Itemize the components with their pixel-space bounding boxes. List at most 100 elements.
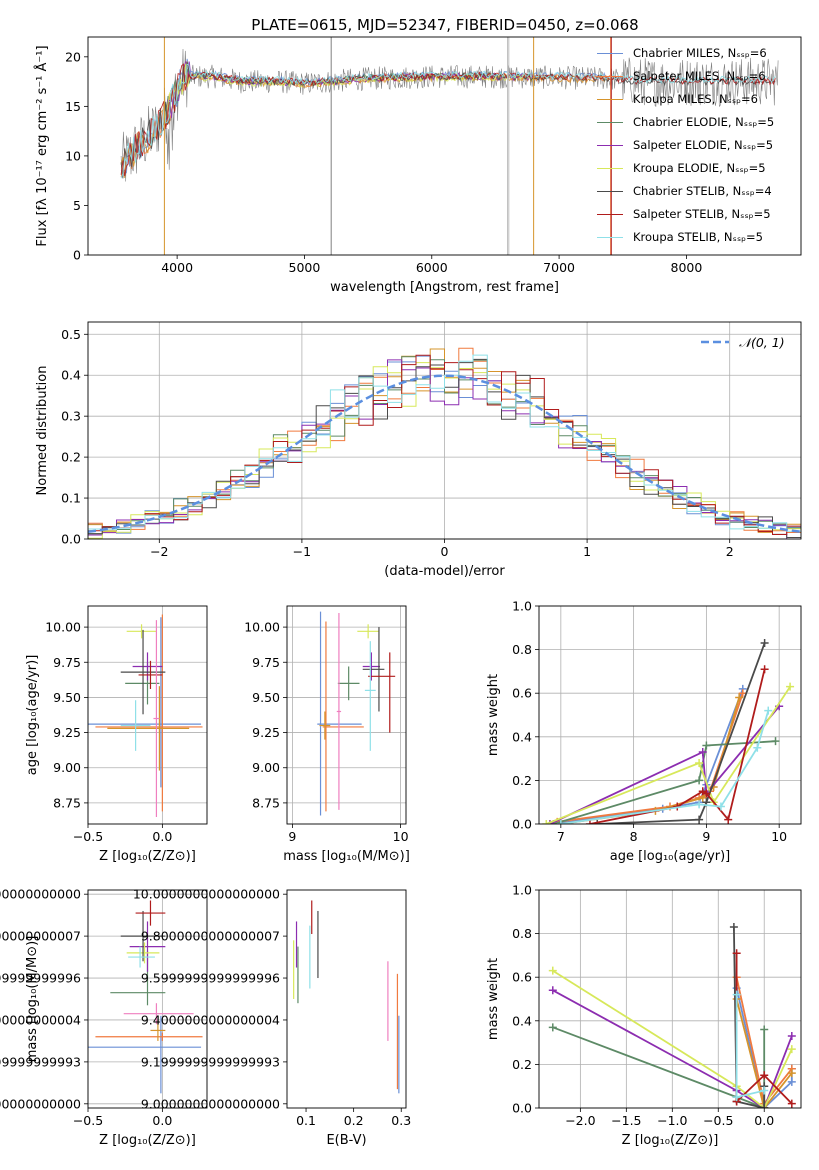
y-axis-label: Flux [fλ 10⁻¹⁷ erg cm⁻² s⁻¹ Å⁻¹]	[34, 45, 50, 246]
y-tick-label: 0.8	[512, 926, 532, 941]
errorbar-point	[128, 946, 155, 968]
panel-mass_vs_ebv: 0.1 0.2 0.3 9.0000000000000000 9.19999999999…	[133, 887, 411, 1148]
weight-marker	[753, 743, 762, 752]
y-tick-label: 10.0000000000000000	[133, 887, 280, 902]
y-tick-label: 5	[73, 198, 81, 213]
legend: 𝒩(0, 1)	[701, 335, 785, 350]
panel-residuals: −2 −1 0 1 2 0.0 0.1 0.2 0.3 0.4 0.5 (data-model)/er…	[35, 321, 802, 579]
weight-marker	[732, 949, 741, 958]
errorbar-point	[129, 921, 166, 972]
weight-marker	[698, 748, 707, 757]
plot-area	[88, 347, 801, 539]
y-tick-label: 0.4	[512, 1013, 532, 1028]
x-tick-label: 4000	[161, 260, 193, 275]
y-tick-label: 0.5	[61, 327, 81, 342]
panel-age_vs_mass: 9 10 8.75 9.00 9.25 9.50 9.75 10.00 mass [log₁₀(…	[244, 605, 410, 864]
weight-marker	[695, 815, 704, 824]
y-tick-label: 0.0	[61, 532, 81, 547]
weight-marker	[732, 990, 741, 999]
weight-marker	[787, 1032, 796, 1041]
errorbar-point	[88, 1015, 202, 1094]
weight-marker	[787, 1045, 796, 1054]
x-tick-label: 5000	[289, 260, 321, 275]
x-axis-label: wavelength [Angstrom, rest frame]	[330, 280, 559, 295]
y-tick-label: 0.3	[61, 409, 81, 424]
weight-marker	[787, 1077, 796, 1086]
errorbar-point	[135, 900, 166, 926]
weight-marker	[787, 1099, 796, 1108]
y-tick-label: 1.0	[512, 883, 532, 898]
weight-marker	[545, 820, 554, 824]
y-tick-label: 0.4	[512, 729, 532, 744]
panel-age_vs_Z: −0.5 0.0 8.75 9.00 9.25 9.50 9.75 10.00 Z [log₁₀…	[25, 605, 208, 864]
panel-Z_weights: −2.0 −1.5 −1.0 −0.5 0.0 0.0 0.2 0.4 0.6 0.8 1.0 Z […	[486, 883, 802, 1148]
x-axis-label: Z [log₁₀(Z/Z⊙)]	[622, 1133, 719, 1148]
weight-marker	[735, 693, 744, 702]
panel-spectrum: 4000 5000 6000 7000 8000 0 5 10 15 20 wavelength […	[34, 36, 802, 295]
x-axis-label: Z [log₁₀(Z/Z⊙)]	[99, 849, 196, 864]
weight-marker	[695, 758, 704, 767]
plot-area	[88, 614, 203, 817]
y-tick-label: 0.1	[61, 491, 81, 506]
plot-area	[88, 900, 203, 1094]
x-tick-label: 8	[630, 829, 638, 844]
y-tick-label: 9.1999999999999993	[141, 1054, 280, 1069]
y-axis-label: age [log₁₀(age/yr)]	[25, 655, 40, 776]
x-tick-label: 0.1	[296, 1113, 316, 1128]
panel-mass_vs_Z: −0.5 0.0 9.0000000000000000 9.1999999999999…	[0, 887, 208, 1148]
errorbar-point	[107, 686, 190, 771]
y-tick-label: 0.2	[61, 450, 81, 465]
panel-age_weights: 7 8 9 10 0.0 0.2 0.4 0.6 0.8 1.0 age [log₁₀(age/yr…	[486, 599, 802, 864]
weight-marker	[548, 986, 557, 995]
x-tick-label: 0.0	[152, 829, 172, 844]
y-tick-label: 0.6	[512, 970, 532, 985]
y-tick-label: 9.50	[252, 690, 280, 705]
x-tick-label: −1.0	[657, 1113, 687, 1128]
x-tick-label: 9	[702, 829, 710, 844]
x-tick-label: 0.0	[754, 1113, 774, 1128]
weight-marker	[760, 639, 769, 648]
x-tick-label: 0.0	[152, 1113, 172, 1128]
normal-curve	[88, 374, 801, 534]
y-tick-label: 9.5999999999999996	[141, 971, 280, 986]
weight-marker	[585, 820, 594, 824]
y-tick-label: 0.2	[512, 1057, 532, 1072]
y-tick-label: 9.4000000000000004	[0, 1012, 81, 1027]
weight-marker	[760, 1071, 769, 1080]
errorbar-point	[120, 629, 166, 715]
x-axis-label: Z [log₁₀(Z/Z⊙)]	[99, 1133, 196, 1148]
y-tick-label: 0.8	[512, 642, 532, 657]
weight-line-chabrier-stelib	[597, 642, 766, 824]
weight-marker	[729, 923, 738, 932]
axes-frame	[87, 36, 802, 256]
plot-area	[542, 639, 795, 824]
weight-marker	[786, 682, 795, 691]
errorbar-point	[138, 660, 163, 689]
x-tick-label: 6000	[416, 260, 448, 275]
y-tick-label: 9.25	[53, 725, 81, 740]
plot-area	[293, 900, 400, 1094]
legend-label: Chabrier MILES, Nₛₛₚ=6	[633, 46, 767, 60]
errorbar-point	[337, 666, 360, 701]
weight-marker	[732, 1093, 741, 1102]
weight-marker	[702, 789, 711, 798]
x-tick-label: −0.5	[703, 1113, 733, 1128]
errorbar-point	[368, 652, 396, 733]
errorbar-point	[95, 614, 203, 812]
x-tick-label: −2.0	[565, 1113, 595, 1128]
errorbar-point	[357, 624, 379, 639]
legend-label: Chabrier ELODIE, Nₛₛₚ=5	[633, 115, 774, 129]
weight-marker	[787, 1069, 796, 1078]
x-tick-label: 0	[441, 544, 449, 559]
axes-frame	[538, 889, 802, 1109]
errorbar-point	[125, 662, 160, 705]
weight-line-kroupa-miles	[735, 998, 793, 1108]
y-axis-label: mass weight	[486, 674, 501, 756]
x-tick-label: 10	[393, 829, 409, 844]
weight-line-kroupa-elodie	[545, 686, 791, 824]
y-tick-label: 9.0000000000000000	[141, 1096, 280, 1111]
errorbar-point	[132, 652, 163, 681]
axes-frame	[538, 605, 802, 825]
y-tick-label: 1.0	[512, 599, 532, 614]
